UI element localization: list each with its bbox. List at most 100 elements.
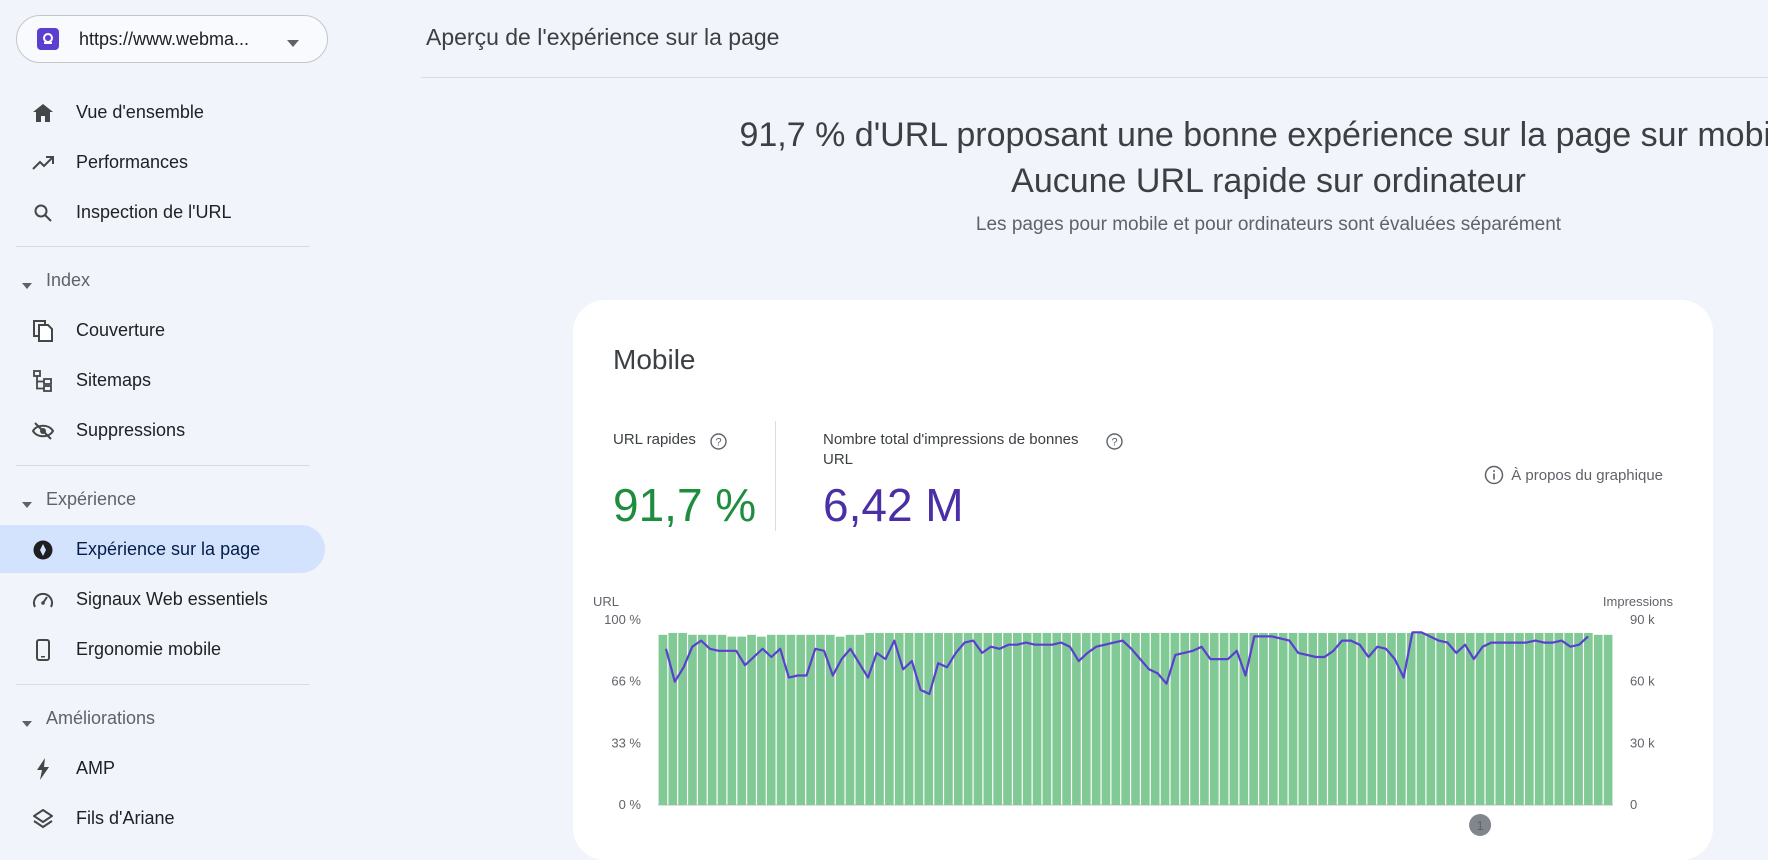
chart-bar [1052, 632, 1062, 805]
chart-bar [816, 634, 825, 805]
sidebar-item-page-experience[interactable]: Expérience sur la page [0, 525, 325, 573]
chart-bar [1141, 632, 1150, 805]
chart-bar [1072, 632, 1081, 805]
chart-bar [1180, 632, 1190, 805]
chart-bar [1357, 632, 1367, 805]
chart-bar [688, 634, 697, 805]
chart-bar [1032, 632, 1042, 805]
sidebar-item-core-web-vitals[interactable]: Signaux Web essentiels [0, 575, 325, 623]
sidebar-item-sitemaps[interactable]: Sitemaps [0, 356, 325, 404]
help-icon[interactable]: ? [710, 433, 727, 455]
y-tick-left: 33 % [611, 735, 641, 750]
metric-value-fast-urls: 91,7 % [613, 478, 756, 532]
chart-bar [1564, 632, 1574, 805]
metric-fast-urls: URL rapides [613, 430, 773, 450]
sidebar-item-performance[interactable]: Performances [0, 138, 325, 186]
chart-bar [1131, 632, 1140, 805]
chart-bar [983, 632, 993, 805]
header-divider [421, 77, 1768, 78]
metric-separator [775, 421, 776, 531]
chart-bar [1377, 632, 1386, 805]
about-chart-link[interactable]: À propos du graphique [1484, 465, 1663, 485]
chart-bar [1259, 632, 1268, 805]
chart-bar [1170, 632, 1180, 805]
section-header-index[interactable]: Index [0, 260, 325, 300]
sidebar-item-removals[interactable]: Suppressions [0, 406, 325, 454]
sidebar-divider [16, 465, 310, 466]
chart-bar [658, 634, 668, 805]
summary-headline: 91,7 % d'URL proposant une bonne expérie… [571, 112, 1768, 236]
section-label: Index [46, 269, 91, 290]
chart-bar [1219, 632, 1229, 805]
chart-bar [855, 634, 865, 805]
sidebar-item-breadcrumbs[interactable]: Fils d'Ariane [0, 794, 325, 842]
svg-text:?: ? [715, 437, 721, 449]
chart-bar [1190, 632, 1199, 805]
chart-bar [1485, 632, 1495, 805]
chart-bar [806, 634, 815, 805]
caret-down-icon [22, 714, 32, 732]
sidebar-item-mobile-usability[interactable]: Ergonomie mobile [0, 625, 325, 673]
chart-bar [1337, 632, 1347, 805]
mobile-card: Mobile URL rapides ? 91,7 % Nombre total… [573, 300, 1713, 860]
sidebar-item-label: Expérience sur la page [76, 538, 261, 559]
chart-bar [973, 632, 983, 805]
chart-bar [1456, 632, 1465, 805]
chart-bar [1111, 632, 1121, 805]
chart-bar [1022, 632, 1032, 805]
summary-line-1: 91,7 % d'URL proposant une bonne expérie… [739, 116, 1768, 154]
property-icon [37, 28, 59, 50]
search-icon [32, 202, 54, 224]
sidebar-divider [16, 684, 310, 685]
chart-bar [904, 632, 914, 805]
chart-bar [1574, 632, 1583, 805]
y-tick-left: 0 % [619, 797, 642, 812]
chart-bar [1003, 632, 1012, 805]
chart-bar [1593, 634, 1603, 805]
y-tick-left: 66 % [611, 674, 641, 689]
chart-bar [727, 636, 737, 805]
metric-value-impressions: 6,42 M [823, 478, 964, 532]
sidebar-item-coverage[interactable]: Couverture [0, 306, 325, 354]
svg-text:?: ? [1111, 437, 1117, 449]
main-content: Aperçu de l'expérience sur la page 91,7 … [421, 0, 1768, 860]
trending-up-icon [32, 152, 54, 174]
property-url: https://www.webma... [79, 28, 250, 49]
chart-bar [1062, 632, 1071, 805]
chart-bar [1091, 632, 1101, 805]
sidebar-item-label: Ergonomie mobile [76, 638, 222, 659]
chart-bar [993, 632, 1002, 805]
info-icon [1484, 465, 1504, 485]
chart-bar [1505, 632, 1514, 805]
chart-bar [1495, 632, 1505, 805]
sidebar-item-amp[interactable]: AMP [0, 744, 325, 792]
section-header-enhancements[interactable]: Améliorations [0, 698, 325, 738]
chart-bar [944, 632, 953, 805]
chart-bar [1209, 632, 1219, 805]
chart-bar [953, 632, 963, 805]
chart-bar [796, 634, 806, 805]
layers-icon [32, 808, 54, 830]
chart-bar [1475, 632, 1485, 805]
chart-bar [1013, 632, 1022, 805]
section-label: Expérience [46, 488, 137, 509]
chart-bar [1278, 632, 1288, 805]
page-title: Aperçu de l'expérience sur la page [426, 24, 780, 50]
chart-bar [1042, 632, 1052, 805]
copy-pages-icon [32, 320, 54, 342]
section-header-experience[interactable]: Expérience [0, 479, 325, 519]
caret-down-icon [22, 276, 32, 294]
chart-bar [885, 632, 894, 805]
chart-bar [1081, 632, 1091, 805]
chart-bar [737, 636, 747, 805]
sidebar-item-overview[interactable]: Vue d'ensemble [0, 88, 325, 136]
chart-bar [1269, 632, 1278, 805]
chart-bar [924, 632, 934, 805]
sidebar-item-url-inspection[interactable]: Inspection de l'URL [0, 188, 325, 236]
help-icon[interactable]: ? [1106, 433, 1123, 455]
property-selector[interactable]: https://www.webma... [16, 15, 328, 63]
y-axis-left-title: URL [593, 594, 619, 609]
chart-bar [678, 632, 687, 805]
summary-line-2: Aucune URL rapide sur ordinateur [1011, 162, 1526, 200]
chart-bar [1416, 632, 1426, 805]
